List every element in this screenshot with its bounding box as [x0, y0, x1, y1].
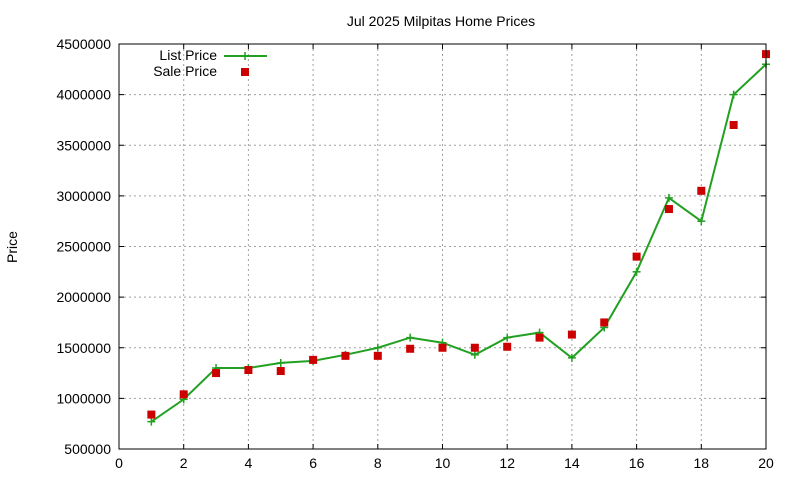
sale-price-point [212, 369, 221, 378]
list-price-point [632, 267, 641, 276]
y-tick-label: 500000 [64, 441, 111, 457]
sale-price-point [373, 351, 382, 360]
y-tick-label: 1000000 [56, 390, 111, 406]
legend-label-sale-price: Sale Price [153, 63, 217, 79]
sale-price-point [697, 186, 706, 195]
sale-price-point [341, 351, 350, 360]
sale-price-point [179, 390, 188, 399]
y-tick-label: 2000000 [56, 289, 111, 305]
legend-plus-marker [241, 52, 249, 60]
plot-frame [118, 43, 767, 450]
x-tick-label: 6 [309, 455, 317, 471]
x-tick-label: 20 [758, 455, 774, 471]
grid [119, 44, 766, 449]
list-price-point [470, 350, 479, 359]
x-tick-label: 12 [499, 455, 515, 471]
y-tick-label: 2500000 [56, 239, 111, 255]
sale-price-point [567, 330, 576, 339]
x-tick-label: 18 [694, 455, 710, 471]
sale-price-point [406, 344, 415, 353]
y-tick-label: 4500000 [56, 36, 111, 52]
x-tick-label: 8 [374, 455, 382, 471]
y-axis-label: Price [4, 231, 20, 263]
x-tick-label: 14 [564, 455, 580, 471]
y-tick-label: 3500000 [56, 137, 111, 153]
legend-swatch-sale-price [241, 68, 249, 76]
legend-label-list-price: List Price [159, 47, 217, 63]
axis-ticks: 0 2 4 6 8 10 12 14 16 18 20 500000 1000000 1500000 200… [56, 36, 774, 471]
legend: List Price Sale Price [153, 47, 267, 79]
list-price-point [276, 358, 285, 367]
list-price-point [503, 333, 512, 342]
y-tick-label: 1500000 [56, 340, 111, 356]
list-price-line [150, 63, 767, 423]
y-tick-label: 4000000 [56, 87, 111, 103]
y-tick-label: 3000000 [56, 188, 111, 204]
legend-square-marker [241, 68, 249, 76]
x-tick-label: 10 [435, 455, 451, 471]
x-tick-label: 2 [180, 455, 188, 471]
list-price-point [373, 343, 382, 352]
list-price-point [729, 90, 738, 99]
sale-price-point [503, 342, 512, 351]
legend-swatch-list-price [224, 52, 267, 60]
sale-price-point [244, 366, 253, 375]
list-price-point [697, 217, 706, 226]
sale-price-point [470, 343, 479, 352]
sale-price-point [276, 367, 285, 376]
x-tick-label: 0 [115, 455, 123, 471]
sale-price-point [535, 333, 544, 342]
x-tick-label: 4 [245, 455, 253, 471]
chart-title: Jul 2025 Milpitas Home Prices [347, 13, 535, 29]
series [147, 50, 770, 426]
list-price-point [567, 353, 576, 362]
sale-price-point [729, 121, 738, 129]
sale-price-point [632, 252, 641, 261]
x-tick-label: 16 [629, 455, 645, 471]
sale-price-point [600, 318, 609, 327]
list-price-point [147, 417, 156, 426]
list-price-point [664, 193, 673, 202]
sale-price-point [309, 355, 318, 364]
sale-price-point [438, 343, 447, 352]
sale-price-point [147, 410, 156, 419]
list-price-point [406, 333, 415, 342]
sale-price-point [664, 205, 673, 214]
